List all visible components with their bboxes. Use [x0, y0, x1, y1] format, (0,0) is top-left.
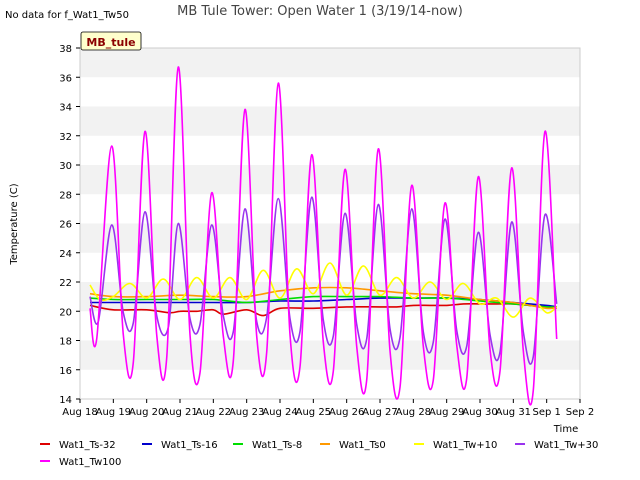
- x-tick-label: Aug 28: [396, 407, 431, 418]
- grid-band: [80, 106, 580, 136]
- series-line-wat1-tw-30: [89, 196, 558, 365]
- x-tick-label: Aug 27: [362, 407, 397, 418]
- y-tick-label: 18: [59, 337, 72, 348]
- site-badge-box: [80, 31, 142, 51]
- series-lines: [89, 66, 558, 406]
- x-tick-label: Aug 19: [96, 407, 131, 418]
- x-tick-label: Aug 21: [162, 407, 197, 418]
- no-data-note: No data for f_Wat1_Tw50: [5, 10, 129, 21]
- x-tick-label: Aug 29: [429, 407, 464, 418]
- y-tick-label: 38: [59, 44, 72, 55]
- y-tick-label: 32: [59, 132, 72, 143]
- grid-band: [80, 194, 580, 224]
- y-tick-label: 22: [59, 278, 72, 289]
- grid-band: [80, 252, 580, 282]
- x-tick-label: Sep 2: [566, 407, 594, 418]
- legend-label: Wat1_Ts-16: [161, 440, 218, 451]
- x-axis-label: Time: [553, 424, 578, 435]
- x-tick-label: Sep 1: [532, 407, 560, 418]
- x-tick-label: Aug 20: [129, 407, 164, 418]
- series-line-wat1-ts0: [89, 286, 557, 310]
- legend-label: Wat1_Tw+10: [433, 440, 497, 451]
- y-tick-label: 14: [59, 395, 72, 406]
- x-tick-label: Aug 30: [462, 407, 497, 418]
- y-tick-label: 16: [59, 366, 72, 377]
- y-tick-label: 28: [59, 190, 72, 201]
- legend-label: Wat1_Tw100: [59, 457, 121, 468]
- site-badge: MB_tule: [86, 36, 135, 49]
- grid-band: [80, 77, 580, 107]
- x-tick-label: Aug 18: [62, 407, 97, 418]
- grid-band: [80, 223, 580, 253]
- legend-label: Wat1_Ts-32: [59, 440, 116, 451]
- y-tick-label: 24: [59, 249, 72, 260]
- grid-band: [80, 48, 580, 78]
- series-line-wat1-tw-10: [89, 262, 558, 318]
- chart-title: MB Tule Tower: Open Water 1 (3/19/14-now…: [177, 4, 463, 19]
- y-tick-label: 36: [59, 73, 72, 84]
- series-line-wat1-ts-32: [89, 303, 557, 317]
- legend: Wat1_Ts-32 Wat1_Ts-16 Wat1_Ts-8 Wat1_Ts0 Wat…: [40, 440, 598, 468]
- y-tick-label: 26: [59, 220, 72, 231]
- x-tick-label: Aug 25: [296, 407, 331, 418]
- x-tick-label: Aug 22: [196, 407, 231, 418]
- legend-label: Wat1_Ts-8: [252, 440, 302, 451]
- series-line-wat1-tw100: [89, 66, 558, 406]
- y-tick-label: 20: [59, 307, 72, 318]
- grid-band: [80, 165, 580, 195]
- series-line-wat1-ts-8: [89, 295, 557, 308]
- background-bands: [80, 48, 580, 399]
- x-tick-label: Aug 24: [262, 407, 297, 418]
- legend-label: Wat1_Tw+30: [534, 440, 598, 451]
- y-tick-label: 34: [59, 103, 72, 114]
- y-axis-ticks: 14 16 18 20 22 24 26 28 30 32 34 36 38: [59, 44, 80, 406]
- grid-band: [80, 135, 580, 165]
- y-axis-label: Temperature (C): [9, 183, 20, 265]
- y-tick-label: 30: [59, 161, 72, 172]
- legend-label: Wat1_Ts0: [339, 440, 386, 451]
- x-tick-label: Aug 31: [496, 407, 531, 418]
- x-tick-label: Aug 26: [329, 407, 364, 418]
- x-tick-label: Aug 23: [229, 407, 264, 418]
